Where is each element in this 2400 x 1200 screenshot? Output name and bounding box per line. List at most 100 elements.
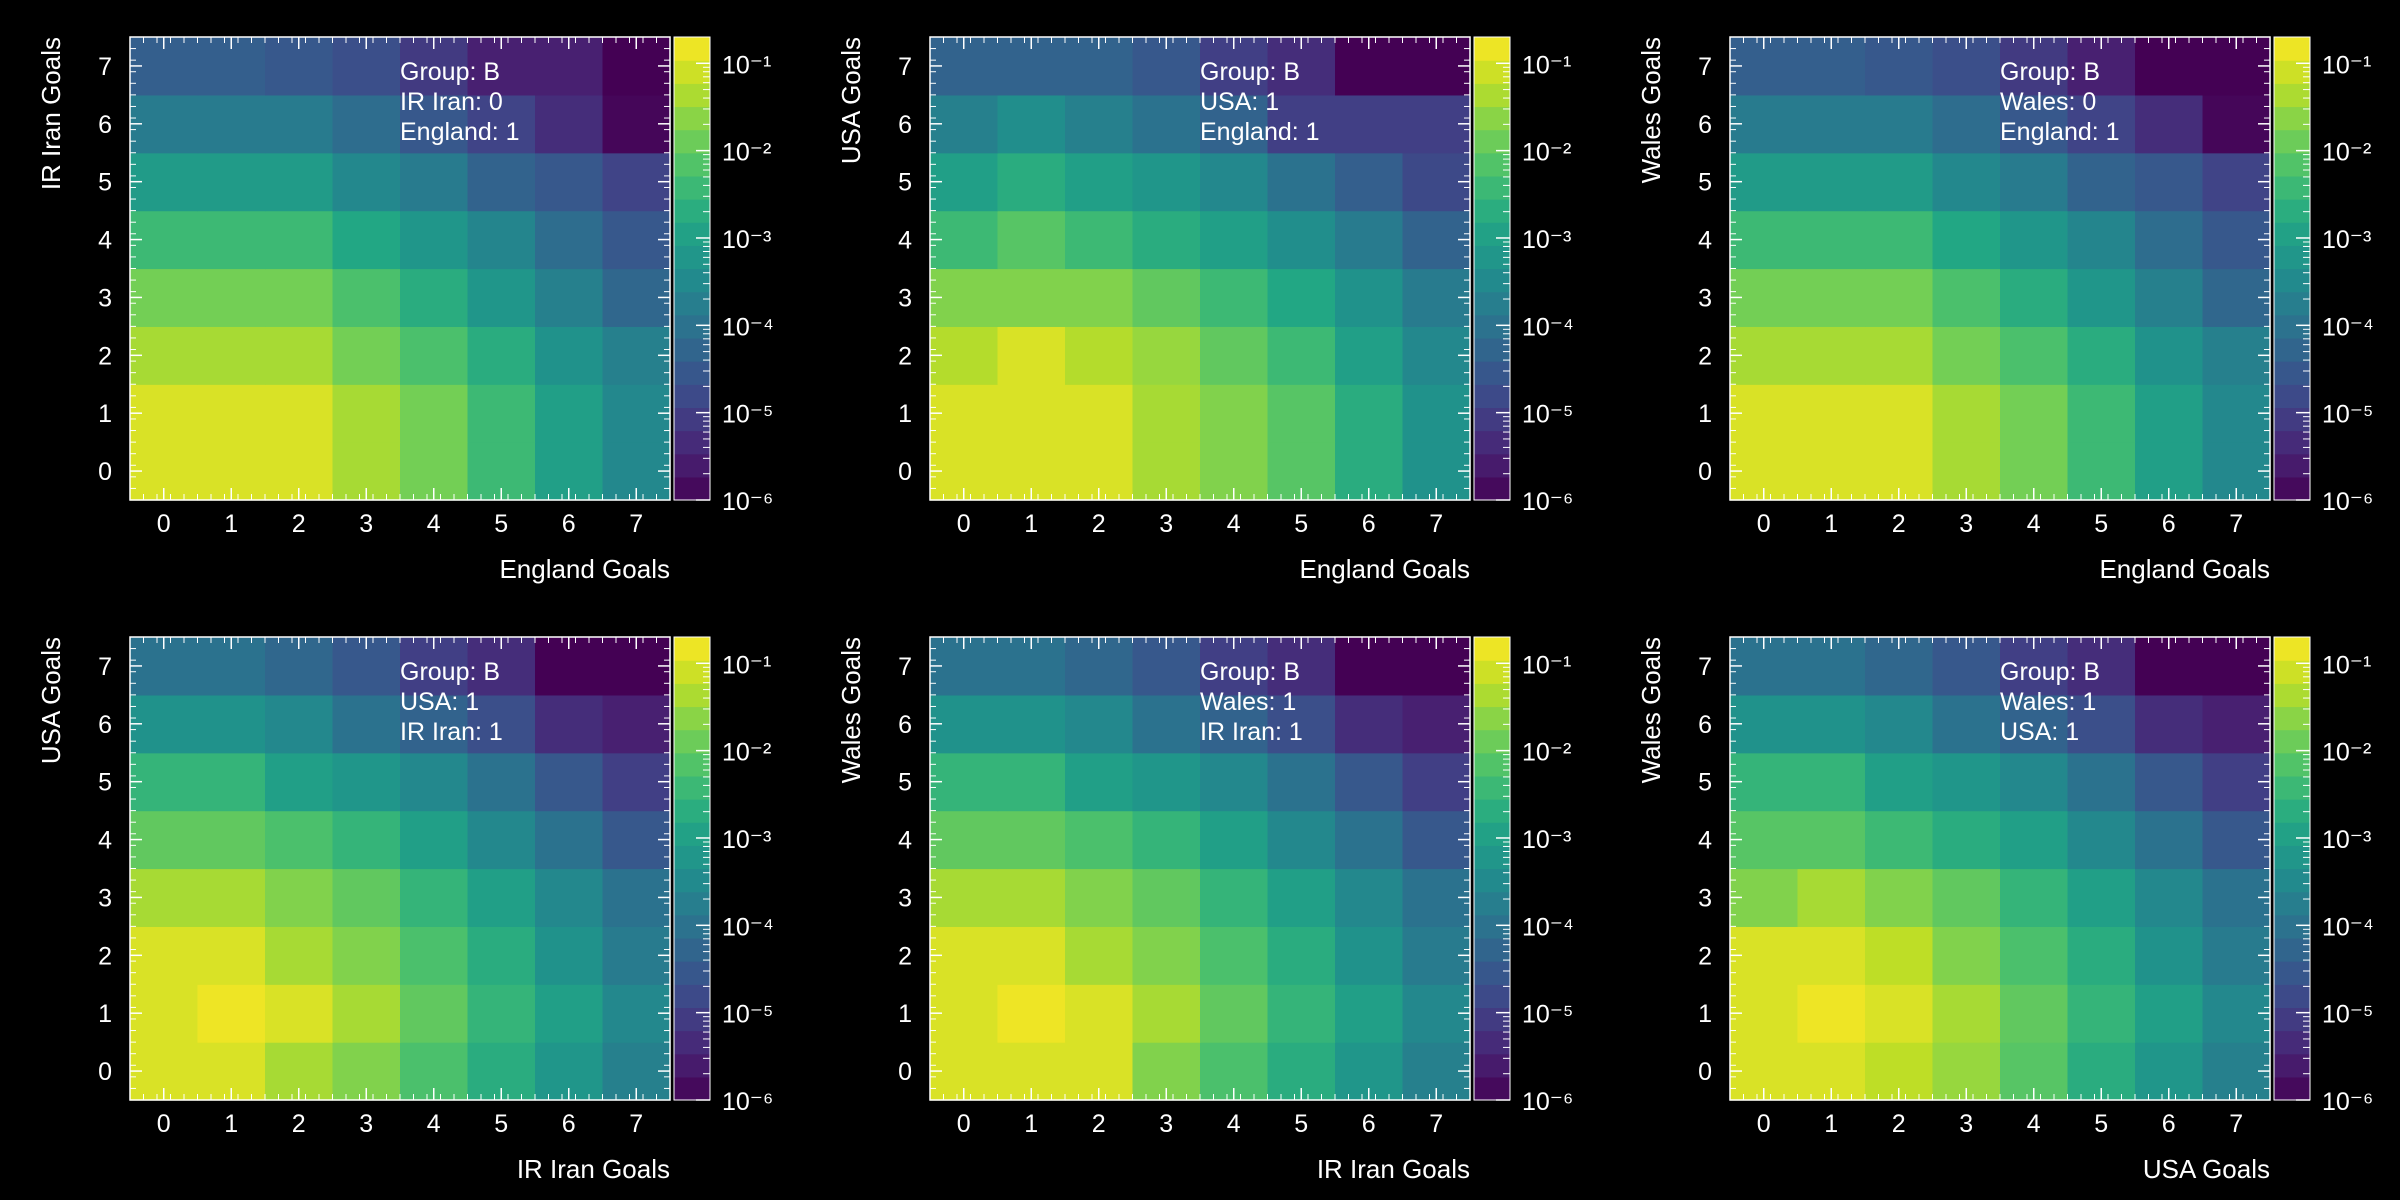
heatmap-cell xyxy=(1132,384,1201,443)
colorbar-segment xyxy=(2274,175,2310,200)
heatmap-cell xyxy=(535,326,604,385)
annotation-text: IR Iran: 1 xyxy=(400,718,503,746)
colorbar-segment xyxy=(1474,245,1510,270)
x-tick-label: 2 xyxy=(292,510,306,538)
annotation-text: Wales: 0 xyxy=(2000,88,2096,116)
colorbar-segment xyxy=(1474,752,1510,777)
x-tick-label: 5 xyxy=(2094,1110,2108,1138)
colorbar-segment xyxy=(674,637,710,661)
colorbar-segment xyxy=(674,175,710,200)
colorbar-segment xyxy=(674,1053,710,1078)
colorbar-segment xyxy=(1474,175,1510,200)
colorbar-segment xyxy=(674,914,710,939)
colorbar-tick-label: 10⁻³ xyxy=(722,226,771,254)
heatmap-cell xyxy=(997,268,1066,327)
heatmap-cell xyxy=(1335,210,1404,270)
heatmap-cell xyxy=(197,926,266,985)
colorbar-segment xyxy=(1474,937,1510,962)
colorbar-segment xyxy=(1474,660,1510,684)
heatmap-cell xyxy=(265,984,334,1043)
colorbar-segment xyxy=(2274,83,2310,108)
colorbar-segment xyxy=(1474,453,1510,478)
heatmap-cell xyxy=(1267,694,1336,754)
colorbar-segment xyxy=(2274,799,2310,823)
heatmap-cell xyxy=(535,984,604,1043)
x-tick-label: 7 xyxy=(1429,1110,1443,1138)
colorbar-segment xyxy=(2274,361,2310,385)
heatmap-cell xyxy=(1797,268,1866,327)
heatmap-cell xyxy=(400,810,469,870)
colorbar-segment xyxy=(2274,407,2310,432)
colorbar-segment xyxy=(674,822,710,846)
colorbar-tick-label: 10⁻³ xyxy=(2322,826,2371,854)
annotation-text: Group: B xyxy=(400,658,500,686)
x-tick-label: 5 xyxy=(1294,510,1308,538)
colorbar-segment xyxy=(1474,775,1510,800)
annotation-text: England: 1 xyxy=(1200,118,1320,146)
colorbar-tick-label: 10⁻⁵ xyxy=(722,1001,773,1029)
y-tick-label: 3 xyxy=(1698,884,1712,912)
colorbar-segment xyxy=(2274,961,2310,985)
colorbar-segment xyxy=(1474,1007,1510,1032)
x-tick-label: 7 xyxy=(629,510,643,538)
colorbar-segment xyxy=(674,1076,710,1101)
heatmap-cell xyxy=(1267,384,1336,443)
heatmap-cell xyxy=(332,926,401,985)
heatmap-cell xyxy=(535,94,604,154)
heatmap-cell xyxy=(2067,152,2136,212)
heatmap-cell xyxy=(2135,384,2204,443)
heatmap-cell xyxy=(400,752,469,812)
colorbar-segment xyxy=(1474,60,1510,84)
annotation-text: Wales: 1 xyxy=(2000,688,2096,716)
heatmap-cell xyxy=(535,868,604,927)
heatmap-cell xyxy=(2135,210,2204,270)
heatmap-cell xyxy=(197,152,266,212)
heatmap-cell xyxy=(197,752,266,812)
heatmap-cell xyxy=(2000,94,2069,154)
x-tick-label: 2 xyxy=(1092,510,1106,538)
heatmap-cell xyxy=(1797,694,1866,754)
colorbar-segment xyxy=(1474,683,1510,708)
x-tick-label: 2 xyxy=(1892,510,1906,538)
heatmap-cell xyxy=(265,752,334,812)
colorbar-frame xyxy=(1473,36,1511,501)
annotation-text: IR Iran: 1 xyxy=(1200,718,1303,746)
colorbar-segment xyxy=(1474,729,1510,754)
heatmap-cells xyxy=(1730,37,2271,501)
heatmap-cell xyxy=(2135,810,2204,870)
heatmap-cell xyxy=(1865,752,1934,812)
heatmap-cell xyxy=(1797,984,1866,1043)
y-tick-label: 2 xyxy=(898,342,912,370)
y-tick-label: 0 xyxy=(1698,458,1712,486)
colorbar-segment xyxy=(2274,706,2310,731)
colorbar-segment xyxy=(1474,799,1510,823)
x-tick-label: 4 xyxy=(2027,510,2041,538)
heatmap-cell xyxy=(2135,94,2204,154)
heatmap-cell xyxy=(467,152,536,212)
heatmap-cell xyxy=(1335,868,1404,927)
heatmap-cell xyxy=(1797,384,1866,443)
heatmap-cell xyxy=(332,210,401,270)
heatmap-cell xyxy=(1132,868,1201,927)
heatmap-cell xyxy=(997,152,1066,212)
heatmap-cell xyxy=(1065,752,1134,812)
heatmap-cell xyxy=(2000,926,2069,985)
colorbar-segment xyxy=(1474,1030,1510,1055)
colorbar-segment xyxy=(2274,384,2310,408)
colorbar-segment xyxy=(2274,268,2310,293)
y-tick-label: 3 xyxy=(898,884,912,912)
heatmap-cell xyxy=(1200,152,1269,212)
colorbar-segment xyxy=(2274,1076,2310,1101)
colorbar-segment xyxy=(674,961,710,985)
heatmap-cell xyxy=(400,868,469,927)
colorbar-tick-label: 10⁻⁵ xyxy=(1522,401,1573,429)
heatmap-cell xyxy=(2000,210,2069,270)
heatmap-cell xyxy=(1065,152,1134,212)
heatmap-cell xyxy=(400,268,469,327)
heatmap-cell xyxy=(1797,152,1866,212)
x-tick-label: 0 xyxy=(957,510,971,538)
heatmap-cell xyxy=(1267,326,1336,385)
colorbar-tick-label: 10⁻¹ xyxy=(1522,51,1571,79)
heatmap-cell xyxy=(1797,868,1866,927)
y-tick-label: 0 xyxy=(1698,1058,1712,1086)
